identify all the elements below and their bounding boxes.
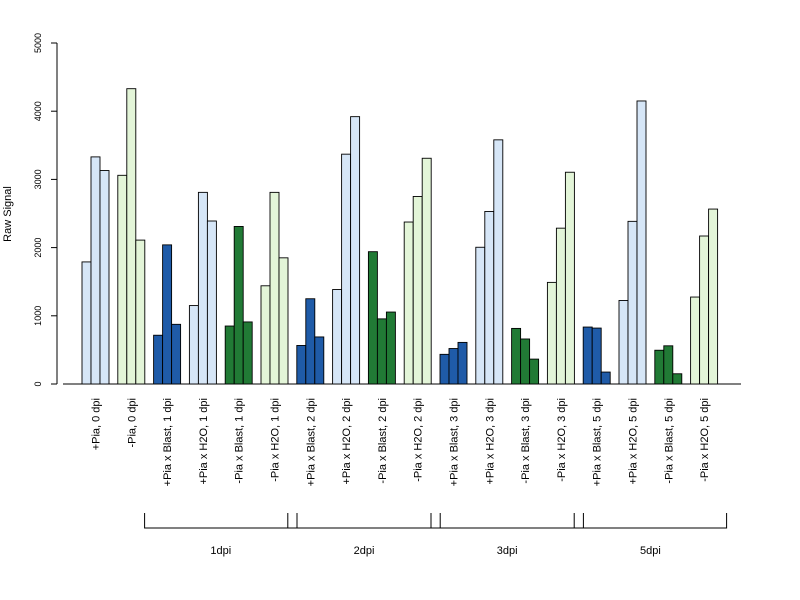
x-tick-label: +Pia x H2O, 1 dpi — [198, 398, 210, 485]
bracket: 5dpi — [573, 513, 728, 557]
bars — [81, 88, 719, 385]
bracket-label: 5dpi — [640, 545, 661, 557]
x-tick-label: -Pia x H2O, 1 dpi — [270, 398, 282, 482]
x-tick-label: +Pia x H2O, 5 dpi — [628, 398, 640, 485]
y-tick-label: 1000 — [33, 306, 43, 326]
bracket-line — [144, 513, 298, 529]
x-tick-label: -Pia x Blast, 5 dpi — [663, 398, 675, 484]
y-tick-label: 2000 — [33, 238, 43, 258]
bar — [162, 244, 173, 385]
bracket-label: 1dpi — [210, 545, 231, 557]
bar — [269, 191, 280, 385]
bar — [627, 220, 638, 385]
x-tick-label: +Pia x Blast, 3 dpi — [449, 398, 461, 486]
bar — [475, 246, 486, 385]
bar — [376, 318, 387, 385]
bar — [242, 321, 253, 385]
bar — [153, 334, 164, 385]
bar — [206, 220, 217, 385]
x-tick-label: -Pia x H2O, 5 dpi — [699, 398, 711, 482]
bar — [305, 298, 316, 385]
bar — [367, 251, 378, 385]
bar — [188, 305, 199, 385]
bar — [636, 100, 647, 385]
bracket: 1dpi — [144, 513, 298, 557]
x-tick-labels: +Pia, 0 dpi -Pia, 0 dpi +Pia x Blast, 1 dp… — [91, 398, 712, 486]
bar — [493, 139, 504, 385]
y-tick-label: 3000 — [33, 169, 43, 189]
bar — [663, 345, 674, 385]
bar — [117, 174, 128, 385]
y-tick-label: 0 — [33, 381, 43, 386]
y-axis: 0 1000 2000 3000 4000 5000 — [33, 33, 58, 387]
bar — [90, 156, 101, 385]
bar — [278, 257, 289, 385]
bar — [260, 285, 271, 385]
bar — [126, 88, 137, 385]
bar — [350, 116, 361, 385]
time-brackets: 1dpi 2dpi 3dpi 5dpi — [144, 513, 728, 557]
x-tick-label: -Pia x Blast, 1 dpi — [234, 398, 246, 484]
bar — [529, 358, 540, 385]
bar — [385, 311, 396, 385]
x-tick-label: +Pia x Blast, 2 dpi — [305, 398, 317, 486]
bar — [546, 281, 557, 385]
bar — [403, 221, 414, 385]
x-tick-label: +Pia x Blast, 5 dpi — [592, 398, 604, 486]
bar — [564, 171, 575, 385]
bar — [197, 191, 208, 385]
bracket-line — [573, 513, 728, 529]
x-tick-label: -Pia x Blast, 2 dpi — [377, 398, 389, 484]
bar — [582, 326, 593, 385]
bar — [448, 348, 459, 385]
x-tick-label: +Pia x H2O, 3 dpi — [484, 398, 496, 485]
y-tick-label: 4000 — [33, 101, 43, 121]
bar — [484, 211, 495, 385]
bar — [708, 208, 719, 385]
bar — [555, 227, 566, 385]
bar — [457, 341, 468, 385]
bar — [233, 226, 244, 385]
bar — [171, 323, 182, 385]
bar — [421, 157, 432, 385]
bar — [439, 353, 450, 385]
bar — [511, 327, 522, 385]
x-tick-label: -Pia x H2O, 2 dpi — [413, 398, 425, 482]
bracket-label: 2dpi — [354, 545, 375, 557]
bar — [600, 371, 611, 385]
bar — [81, 261, 92, 385]
x-tick-label: -Pia x H2O, 3 dpi — [556, 398, 568, 482]
bar — [332, 289, 343, 385]
bar — [654, 349, 665, 385]
y-axis-label: Raw Signal — [2, 186, 14, 242]
x-tick-label: -Pia, 0 dpi — [126, 398, 138, 448]
y-tick-label: 5000 — [33, 33, 43, 53]
x-tick-label: -Pia x Blast, 3 dpi — [520, 398, 532, 484]
bracket-label: 3dpi — [497, 545, 518, 557]
bar — [520, 338, 531, 385]
bar — [591, 327, 602, 385]
bar — [618, 300, 629, 385]
bracket-line — [430, 513, 584, 529]
x-tick-label: +Pia x Blast, 1 dpi — [162, 398, 174, 486]
bar — [314, 336, 325, 385]
x-tick-label: +Pia x H2O, 2 dpi — [341, 398, 353, 485]
bar — [690, 296, 701, 385]
bar — [672, 373, 683, 385]
bar — [296, 345, 307, 385]
bracket: 3dpi — [430, 513, 584, 557]
bracket-line — [287, 513, 441, 529]
bar — [224, 325, 235, 385]
bar — [135, 239, 146, 385]
x-tick-label: +Pia, 0 dpi — [91, 398, 103, 450]
bracket: 2dpi — [287, 513, 441, 557]
bar — [699, 235, 710, 385]
bar — [99, 170, 110, 385]
bar — [412, 195, 423, 385]
bar — [341, 153, 352, 385]
